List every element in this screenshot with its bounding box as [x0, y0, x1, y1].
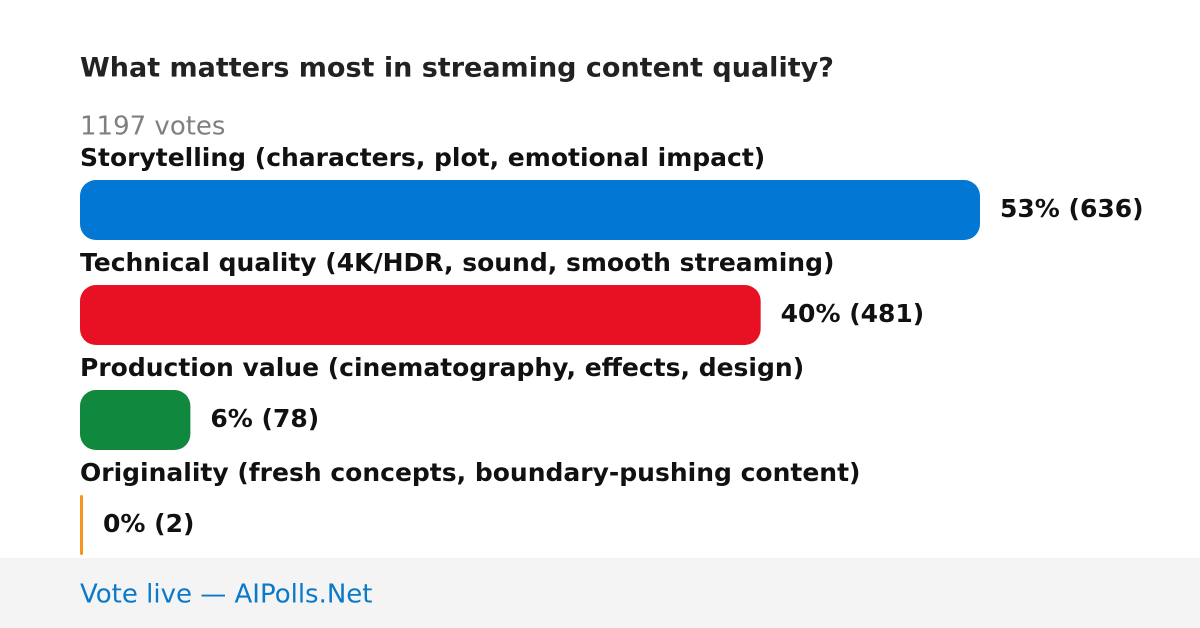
- option-label: Storytelling (characters, plot, emotiona…: [80, 143, 765, 172]
- value-label: 53% (636): [1000, 194, 1144, 223]
- poll-title: What matters most in streaming content q…: [80, 53, 834, 84]
- bar: [80, 285, 761, 345]
- bar: [80, 390, 191, 450]
- value-label: 6% (78): [210, 404, 319, 433]
- vote-count: 1197 votes: [80, 112, 225, 142]
- option-label: Originality (fresh concepts, boundary-pu…: [80, 458, 860, 487]
- value-label: 0% (2): [103, 509, 194, 538]
- footer-link[interactable]: Vote live — AIPolls.Net: [80, 580, 373, 610]
- footer-bar: [0, 558, 1200, 628]
- option-label: Production value (cinematography, effect…: [80, 353, 804, 382]
- value-label: 40% (481): [781, 299, 925, 328]
- option-label: Technical quality (4K/HDR, sound, smooth…: [80, 248, 834, 277]
- bar: [80, 180, 980, 240]
- bar: [80, 495, 83, 555]
